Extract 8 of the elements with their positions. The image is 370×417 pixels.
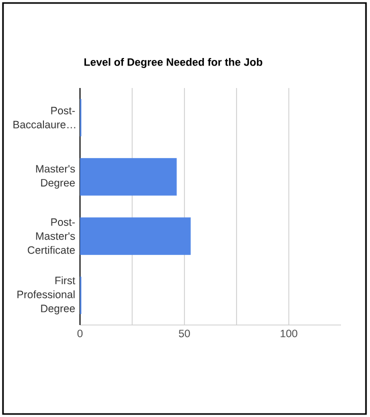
y-tick-label: First Professional Degree xyxy=(17,276,76,314)
x-tick-label: 0 xyxy=(77,330,83,338)
chart-title: Level of Degree Needed for the Job xyxy=(84,58,262,68)
y-tick-label: Post-Baccalaure… xyxy=(14,106,76,128)
y-tick-label: Master's Degree xyxy=(36,165,75,189)
y-tick-label: Post-Master's Certificate xyxy=(28,218,75,254)
x-tick-label: 50 xyxy=(178,330,190,338)
x-tick-label: 100 xyxy=(280,330,298,338)
